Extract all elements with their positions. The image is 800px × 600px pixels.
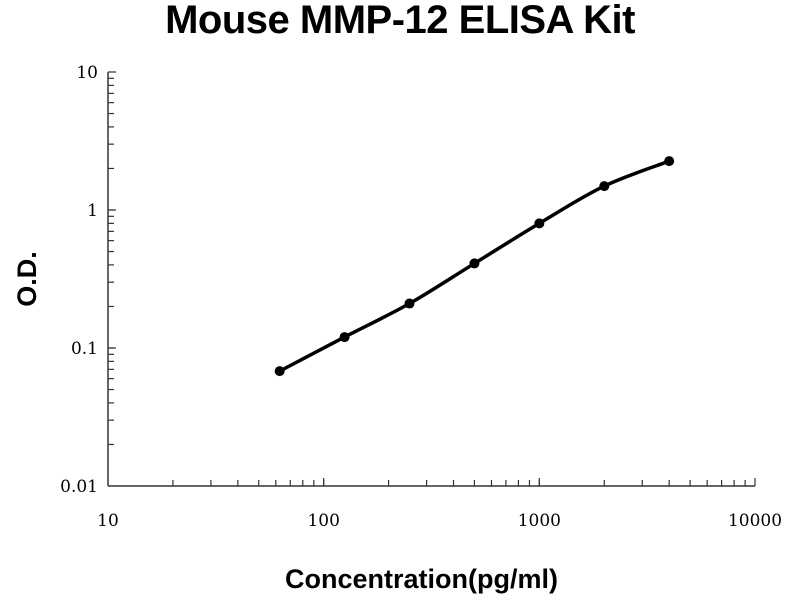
data-point xyxy=(274,366,285,377)
data-point xyxy=(404,298,415,309)
data-point xyxy=(664,156,675,167)
x-tick-label: 100 xyxy=(307,511,339,531)
data-point xyxy=(469,258,480,269)
x-tick-label: 10000 xyxy=(728,511,782,531)
x-tick-label: 10 xyxy=(97,511,119,531)
data-point xyxy=(534,218,545,229)
y-axis-label: O.D. xyxy=(12,251,42,307)
x-axis-label: Concentration(pg/ml) xyxy=(285,564,558,594)
chart-title: Mouse MMP-12 ELISA Kit xyxy=(165,0,635,42)
data-point xyxy=(339,332,350,343)
data-point xyxy=(599,181,610,192)
y-tick-label: 1 xyxy=(87,201,98,221)
x-tick-label: 1000 xyxy=(518,511,561,531)
y-tick-label: 0.01 xyxy=(60,477,98,497)
y-tick-label: 10 xyxy=(76,63,98,83)
y-tick-label: 0.1 xyxy=(71,339,98,359)
